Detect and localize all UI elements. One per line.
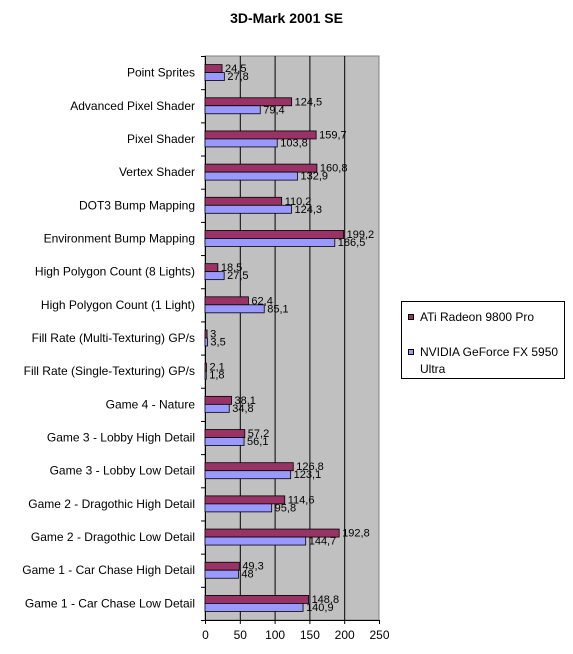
data-label-series-2: 140,9 — [306, 602, 334, 614]
category-label: Environment Bump Mapping — [44, 231, 195, 245]
legend-label-series-1: ATi Radeon 9800 Pro — [420, 310, 535, 324]
data-label-series-2: 3,5 — [210, 337, 225, 349]
data-label-series-2: 95,8 — [275, 502, 296, 514]
category-label: Fill Rate (Multi-Texturing) GP/s — [32, 331, 195, 345]
data-label-series-1: 159,7 — [319, 129, 347, 141]
legend-swatch-series-2 — [408, 349, 414, 355]
data-label-series-2: 123,1 — [294, 469, 322, 481]
data-label-series-1: 148,8 — [312, 594, 340, 606]
data-label-series-2: 85,1 — [267, 303, 288, 315]
bar-series-2 — [204, 271, 225, 281]
data-label-series-1: 57,2 — [248, 428, 269, 440]
category-label: DOT3 Bump Mapping — [79, 198, 195, 212]
data-label-series-2: 186,5 — [338, 237, 366, 249]
bar-series-2 — [204, 437, 245, 446]
bar-series-1 — [204, 495, 286, 505]
category-label: Game 3 - Lobby Low Detail — [50, 464, 195, 478]
chart-title: 3D-Mark 2001 SE — [230, 10, 343, 26]
data-label-series-2: 56,1 — [247, 436, 268, 448]
category-label: Game 4 - Nature — [106, 397, 196, 411]
bar-series-2 — [204, 403, 230, 413]
data-label-series-1: 192,8 — [342, 528, 370, 540]
x-tick-label: 50 — [234, 628, 248, 642]
data-label-series-1: 110,2 — [285, 196, 312, 208]
bar-series-1 — [204, 429, 246, 438]
bar-series-1 — [204, 263, 219, 273]
data-label-series-2: 27,5 — [227, 270, 248, 282]
bar-series-2 — [204, 171, 298, 181]
bar-series-2 — [204, 470, 292, 480]
bar-series-1 — [204, 462, 294, 472]
x-tick-label: 200 — [335, 628, 355, 642]
data-label-series-2: 1,8 — [209, 370, 224, 382]
data-label-series-1: 38,1 — [235, 395, 256, 407]
data-label-series-1: 18,5 — [221, 262, 242, 274]
bar-series-2 — [204, 105, 261, 115]
bar-series-2 — [204, 72, 225, 81]
data-label-series-1: 62,4 — [251, 295, 272, 307]
data-label-series-1: 3 — [210, 329, 216, 341]
bar-series-2 — [204, 569, 239, 579]
data-label-series-2: 144,7 — [309, 536, 337, 548]
bar-series-2 — [204, 370, 207, 380]
bar-series-2 — [204, 304, 265, 314]
category-label: Advanced Pixel Shader — [70, 99, 195, 113]
category-label: Game 3 - Lobby High Detail — [47, 431, 195, 445]
data-label-series-1: 124,5 — [295, 96, 323, 108]
bar-series-1 — [204, 296, 249, 306]
x-tick-label: 0 — [202, 628, 209, 642]
legend-swatch-series-1 — [408, 314, 414, 320]
data-label-series-2: 34,8 — [232, 403, 253, 415]
bar-series-1 — [204, 595, 309, 604]
category-label: Vertex Shader — [119, 165, 195, 179]
bar-series-1 — [204, 362, 207, 372]
bar-series-1 — [204, 64, 223, 73]
bar-series-2 — [204, 536, 307, 546]
category-label: Game 1 - Car Chase High Detail — [22, 563, 195, 577]
bar-series-1 — [204, 561, 240, 571]
data-label-series-2: 79,4 — [263, 104, 284, 116]
category-label: Game 2 - Dragothic High Detail — [28, 497, 195, 511]
data-label-series-1: 49,3 — [242, 561, 263, 573]
category-label: High Polygon Count (8 Lights) — [35, 265, 195, 279]
bar-series-1 — [204, 230, 345, 239]
data-label-series-2: 103,8 — [280, 137, 308, 149]
x-tick-label: 150 — [300, 628, 320, 642]
bar-series-2 — [204, 238, 336, 247]
data-label-series-2: 48 — [241, 569, 253, 581]
data-label-series-1: 114,6 — [288, 494, 315, 506]
data-label-series-1: 24,5 — [225, 63, 246, 75]
data-label-series-2: 124,3 — [295, 204, 323, 216]
bar-series-2 — [204, 503, 273, 513]
data-label-series-1: 126,8 — [296, 461, 324, 473]
data-label-series-1: 160,8 — [320, 163, 348, 175]
category-label: Game 1 - Car Chase Low Detail — [25, 596, 195, 610]
x-tick-label: 100 — [265, 628, 285, 642]
data-label-series-1: 199,2 — [347, 229, 375, 241]
category-label: Fill Rate (Single-Texturing) GP/s — [24, 364, 195, 378]
data-label-series-2: 132,9 — [300, 171, 328, 183]
category-label: Game 2 - Dragothic Low Detail — [31, 530, 195, 544]
legend-label-series-2: NVIDIA GeForce FX 5950 Ultra — [420, 345, 559, 376]
bar-series-2 — [204, 337, 208, 347]
legend: ATi Radeon 9800 Pro NVIDIA GeForce FX 59… — [401, 301, 565, 379]
plot-area — [204, 55, 380, 621]
x-tick-label: 250 — [369, 628, 389, 642]
category-label: Point Sprites — [127, 66, 195, 80]
data-label-series-2: 27,8 — [227, 71, 248, 83]
category-label: Pixel Shader — [127, 132, 195, 146]
bar-series-1 — [204, 329, 208, 339]
bar-series-1 — [204, 196, 283, 206]
category-label: High Polygon Count (1 Light) — [41, 298, 195, 312]
bar-series-1 — [204, 395, 232, 405]
data-label-series-1: 2,1 — [209, 362, 224, 374]
bar-series-2 — [204, 204, 292, 214]
bar-series-2 — [204, 138, 278, 148]
bar-series-2 — [204, 603, 304, 612]
